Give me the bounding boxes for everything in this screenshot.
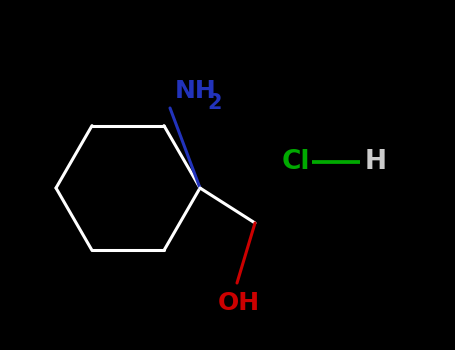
Text: NH: NH <box>175 79 217 103</box>
Text: 2: 2 <box>207 93 222 113</box>
Text: Cl: Cl <box>282 149 310 175</box>
Text: H: H <box>365 149 387 175</box>
Text: OH: OH <box>218 291 260 315</box>
